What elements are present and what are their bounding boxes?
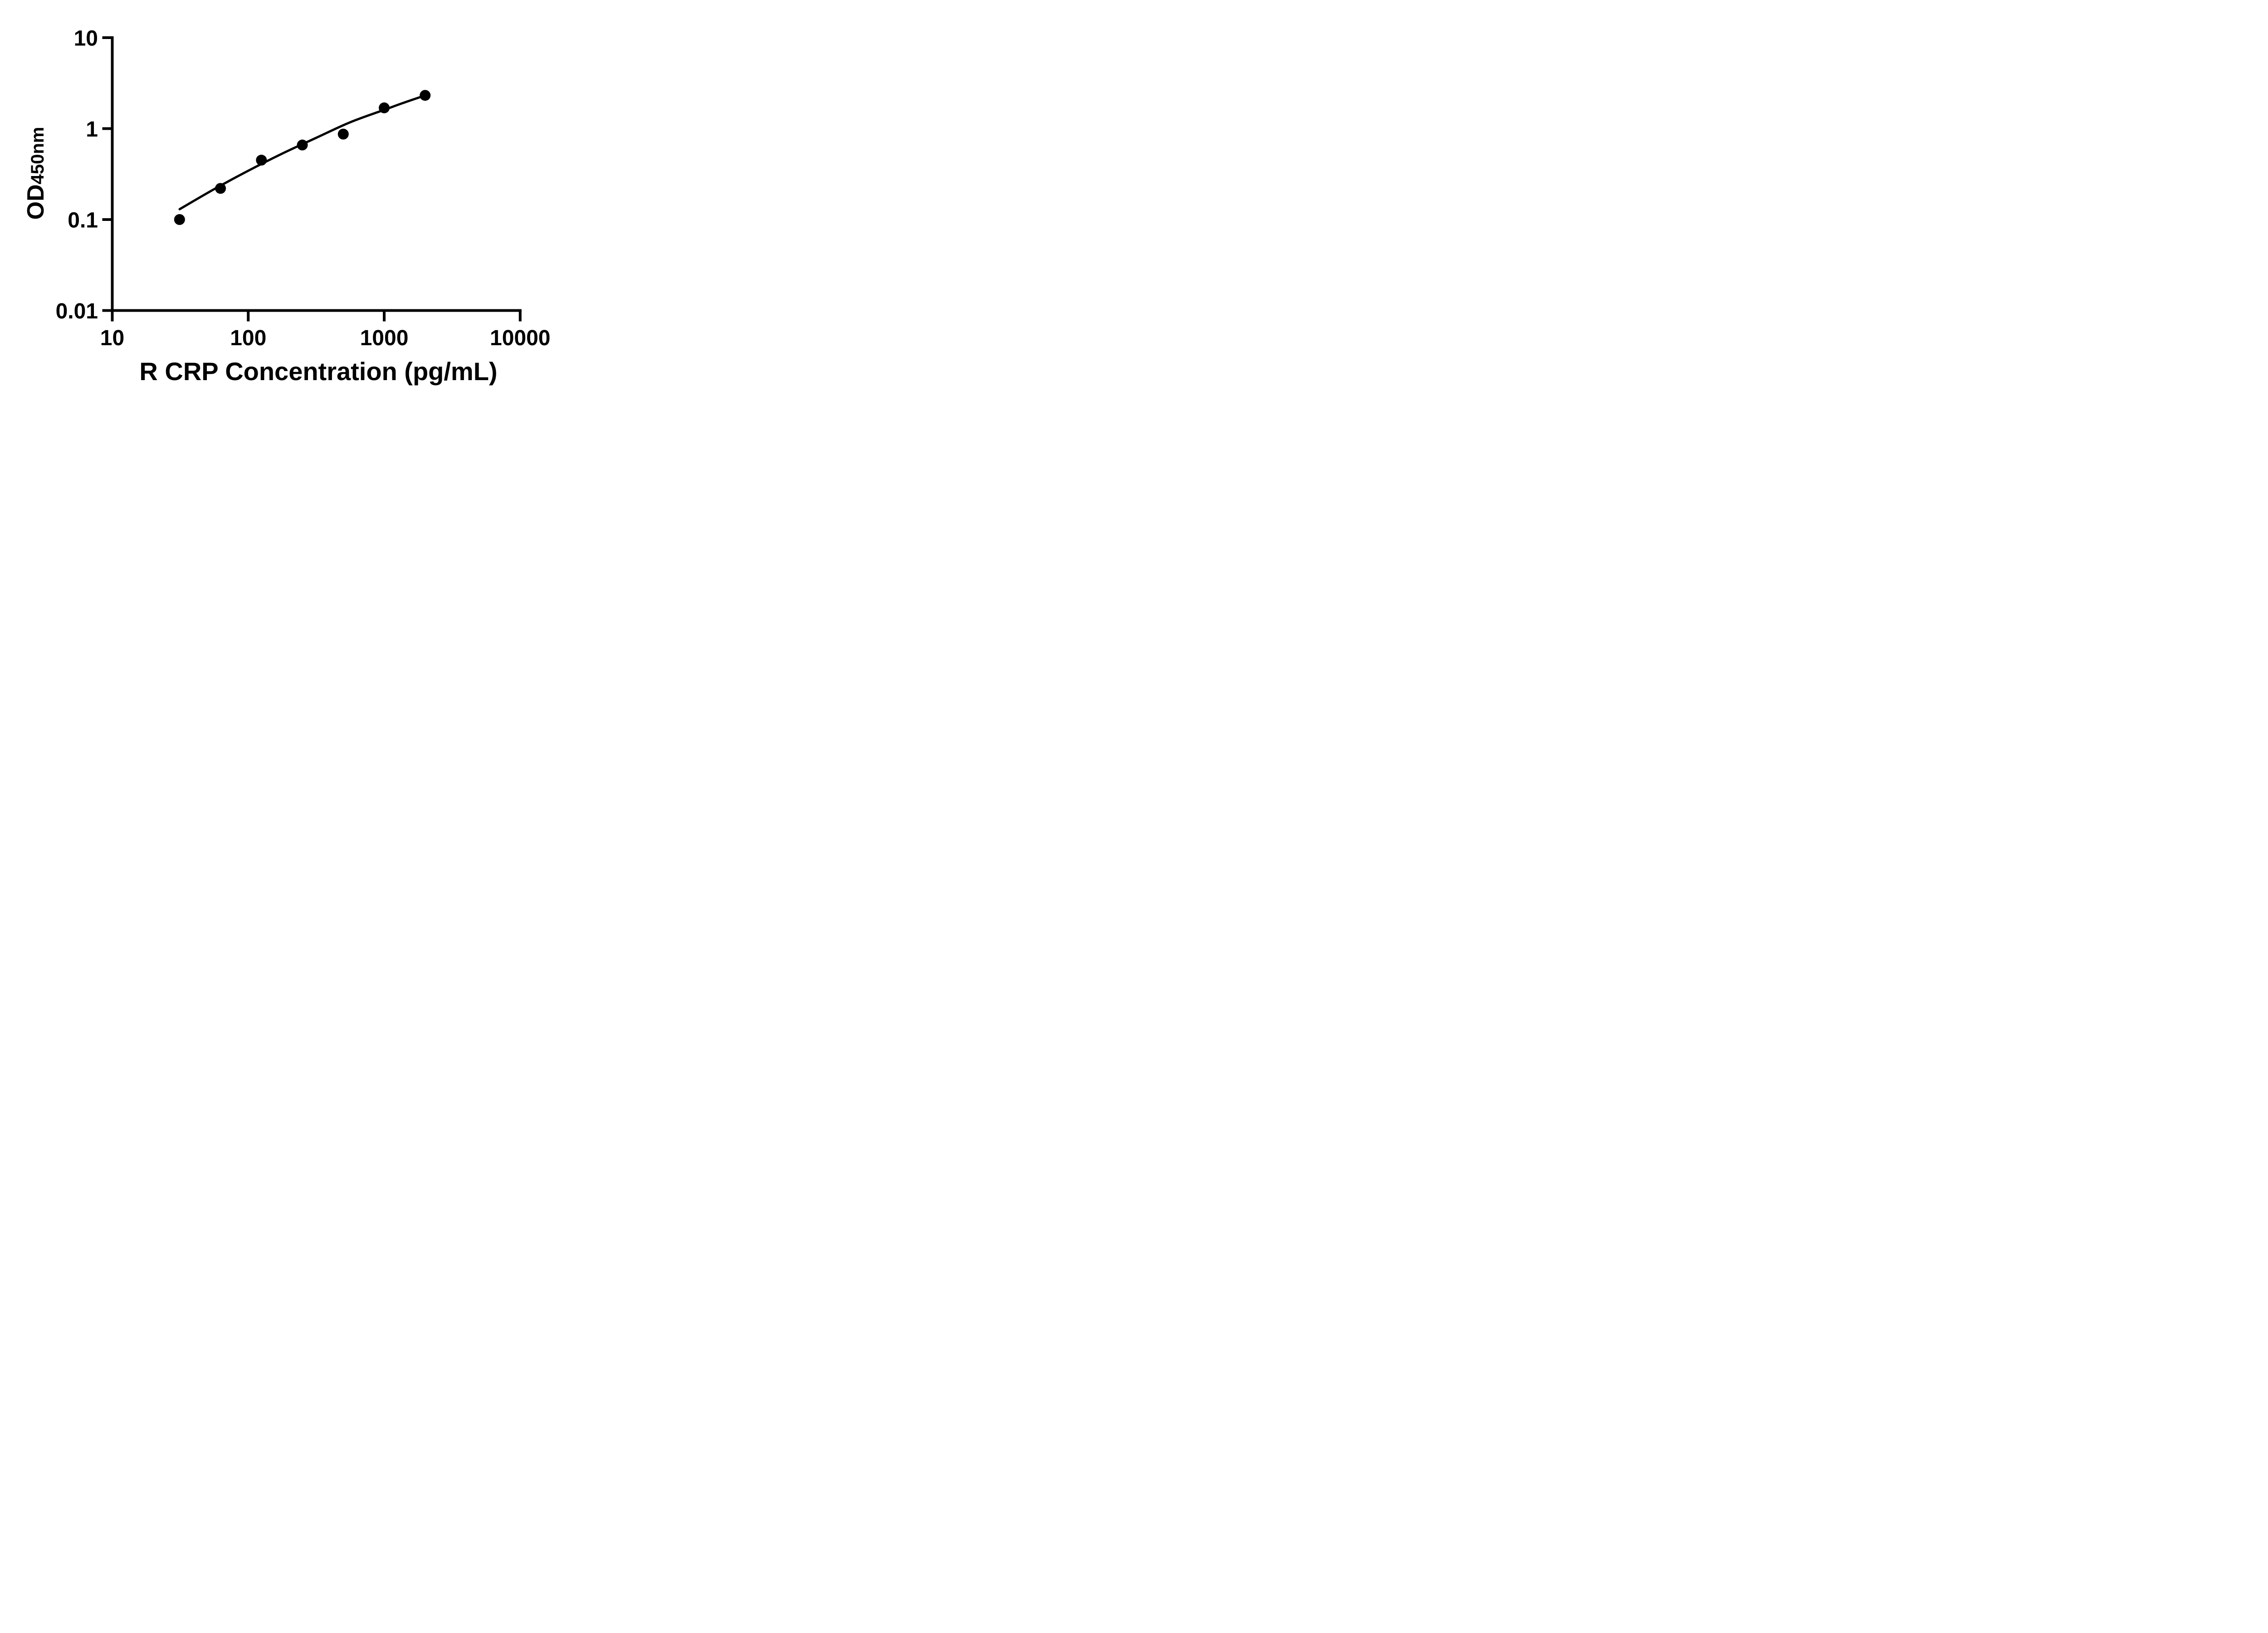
x-axis-tick-labels: 10 100 1000 10000 <box>100 326 551 350</box>
data-point <box>174 214 185 225</box>
plot-area <box>174 90 431 225</box>
y-axis-title-main: OD <box>23 184 49 220</box>
x-tick-label: 100 <box>230 326 266 350</box>
axes <box>111 36 522 322</box>
data-point <box>420 90 431 101</box>
fit-curve <box>178 94 427 210</box>
data-point <box>379 102 390 113</box>
chart-canvas: 10 1 0.1 0.01 10 100 1000 10000 OD450nm R CRP … <box>23 27 551 386</box>
y-axis-ticks <box>102 36 112 312</box>
y-tick-label: 0.01 <box>56 299 98 323</box>
data-point <box>256 155 267 166</box>
y-tick-label: 10 <box>74 27 98 51</box>
data-point <box>297 139 308 151</box>
data-point <box>337 128 349 140</box>
data-point <box>215 183 226 194</box>
x-tick-label: 10000 <box>490 326 550 350</box>
y-tick-label: 0.1 <box>68 209 98 233</box>
x-tick-label: 10 <box>100 326 124 350</box>
elisa-standard-curve-figure: 10 1 0.1 0.01 10 100 1000 10000 OD450nm R CRP … <box>0 0 583 408</box>
data-points <box>174 90 431 225</box>
x-tick-label: 1000 <box>360 326 409 350</box>
y-axis-title: OD450nm <box>23 127 49 220</box>
y-axis-tick-labels: 10 1 0.1 0.01 <box>56 27 98 324</box>
y-axis-title-sub: 450nm <box>28 127 48 185</box>
x-axis-ticks <box>111 310 522 322</box>
y-tick-label: 1 <box>86 117 98 142</box>
x-axis-title: R CRP Concentration (pg/mL) <box>139 357 497 386</box>
